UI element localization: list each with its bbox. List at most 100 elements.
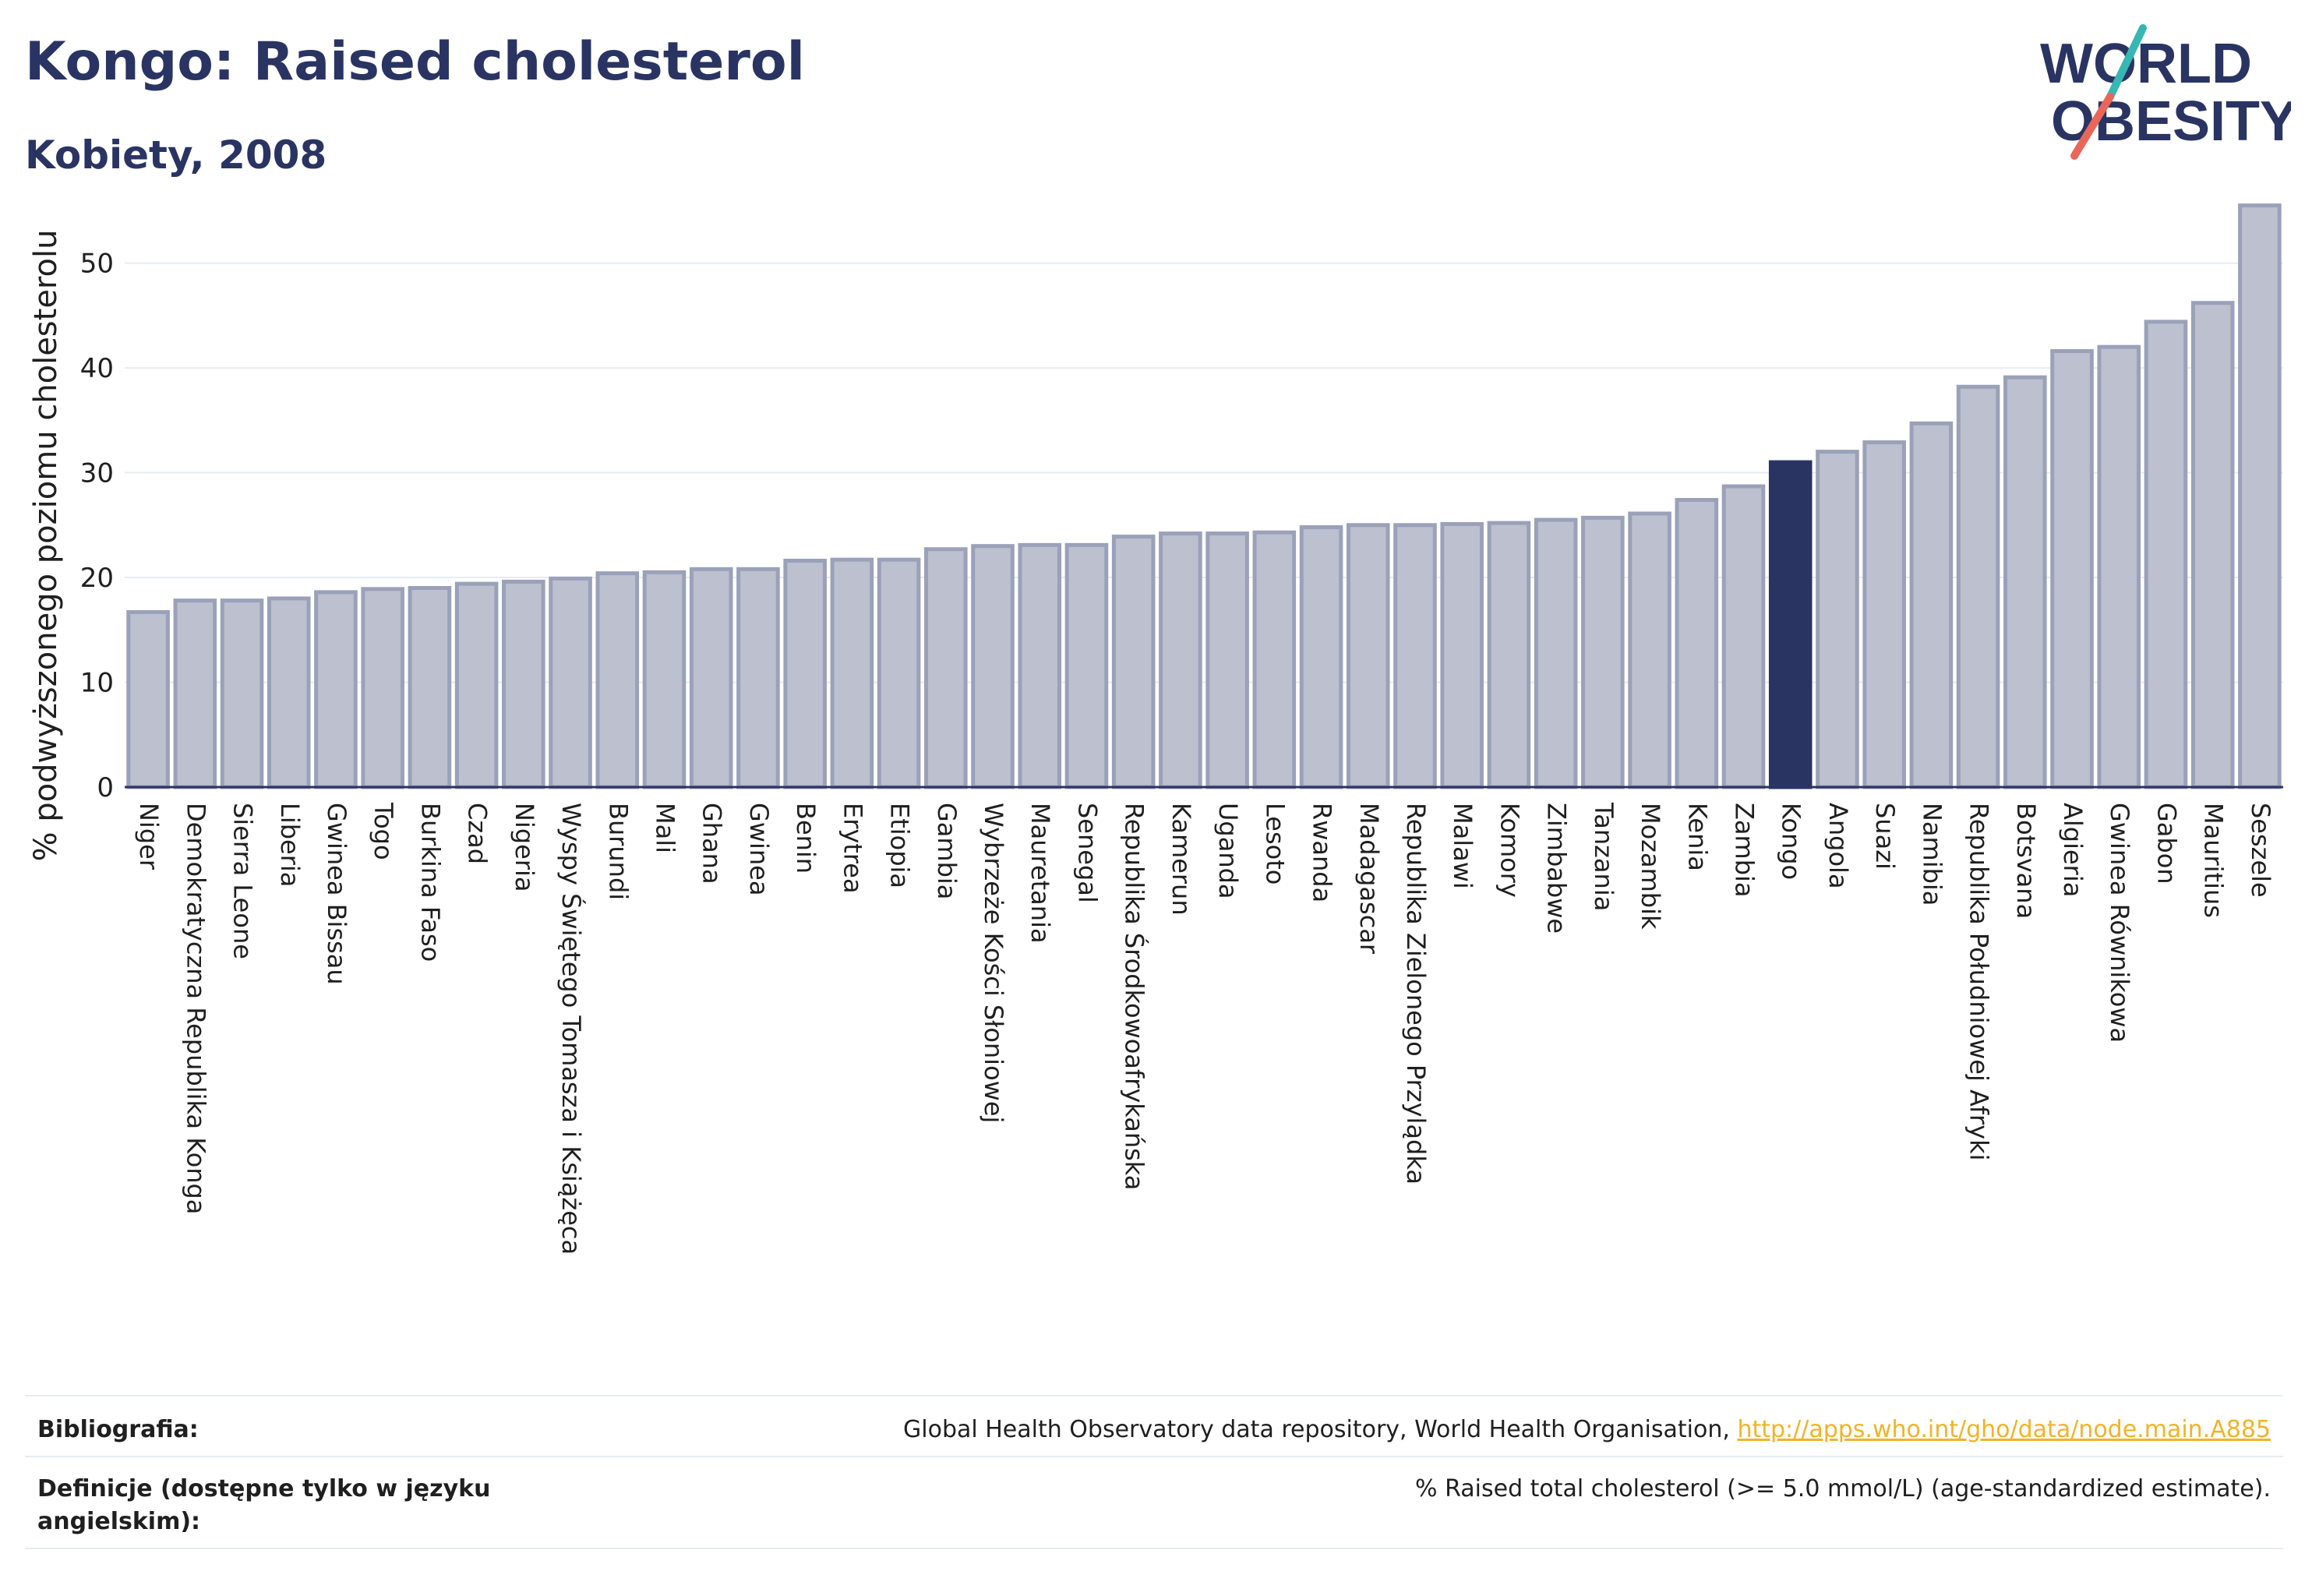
- bar-republika-zielonego-przylądka[interactable]: [1393, 523, 1437, 789]
- bar-namibia[interactable]: [1909, 421, 1954, 789]
- bar-senegal[interactable]: [1064, 542, 1109, 789]
- category-label: Benin: [791, 803, 821, 874]
- category-label: Namibia: [1917, 803, 1947, 906]
- category-label: Komory: [1495, 803, 1524, 898]
- bar-botsvana[interactable]: [2003, 375, 2047, 789]
- category-label: Sierra Leone: [228, 803, 258, 959]
- category-label: Kongo: [1777, 803, 1806, 880]
- bar-mozambik[interactable]: [1628, 511, 1671, 789]
- definitions-label: Definicje (dostępne tylko w języku angie…: [37, 1475, 491, 1535]
- y-tick-label: 50: [80, 249, 114, 280]
- category-label: Gwinea Równikowa: [2105, 803, 2134, 1043]
- bar-wyspy-świętego-tomasza-i-książęca[interactable]: [549, 576, 592, 789]
- bar-tanzania[interactable]: [1581, 515, 1625, 789]
- bar-gambia[interactable]: [924, 547, 968, 789]
- chart-subtitle: Kobiety, 2008: [25, 132, 327, 178]
- bar-niger[interactable]: [126, 609, 170, 789]
- bar-lesoto[interactable]: [1252, 530, 1297, 789]
- definitions-row: Definicje (dostępne tylko w języku angie…: [25, 1456, 2283, 1549]
- bar-mauretania[interactable]: [1018, 542, 1062, 789]
- category-label: Republika Zielonego Przylądka: [1401, 803, 1431, 1185]
- bibliography-link[interactable]: http://apps.who.int/gho/data/node.main.A…: [1737, 1416, 2271, 1443]
- bar-angola[interactable]: [1816, 450, 1859, 789]
- bibliography-text: Global Health Observatory data repositor…: [903, 1416, 1738, 1443]
- bar-gwinea-bissau[interactable]: [314, 590, 358, 789]
- bar-liberia[interactable]: [267, 596, 311, 789]
- bar-gwinea[interactable]: [736, 567, 780, 789]
- bar-sierra-leone[interactable]: [220, 598, 264, 789]
- footer-table: Bibliografia: Global Health Observatory …: [25, 1395, 2283, 1549]
- category-label: Togo: [369, 802, 398, 860]
- category-label: Botsvana: [2011, 803, 2041, 919]
- bar-czad[interactable]: [454, 581, 499, 789]
- category-label: Suazi: [1870, 803, 1900, 870]
- category-label: Algieria: [2058, 803, 2088, 897]
- bar-etiopia[interactable]: [877, 557, 921, 789]
- category-label: Republika Środkowoafrykańska: [1120, 803, 1150, 1190]
- bar-burkina-faso[interactable]: [408, 585, 452, 789]
- bar-algieria[interactable]: [2050, 349, 2094, 789]
- category-labels: Niger Demokratyczna Republika Konga Sierra…: [134, 802, 2275, 1255]
- y-axis-label: % podwyższonego poziomu cholesterolu: [28, 230, 64, 862]
- category-label: Niger: [134, 803, 164, 870]
- category-label: Kamerun: [1167, 803, 1196, 916]
- chart-title: Kongo: Raised cholesterol: [25, 31, 805, 93]
- bar-suazi[interactable]: [1862, 440, 1906, 789]
- bar-gabon[interactable]: [2144, 320, 2188, 789]
- category-label: Tanzania: [1589, 802, 1618, 911]
- bar-komory[interactable]: [1487, 521, 1531, 789]
- bar-zimbabwe[interactable]: [1534, 517, 1578, 789]
- category-label: Madagascar: [1354, 803, 1384, 955]
- category-label: Zimbabwe: [1542, 803, 1572, 934]
- bar-uganda[interactable]: [1205, 531, 1249, 789]
- bar-republika-środkowoafrykańska[interactable]: [1111, 535, 1156, 789]
- category-label: Mauritius: [2199, 803, 2229, 918]
- bar-kongo[interactable]: [1768, 460, 1813, 789]
- bar-togo[interactable]: [361, 587, 404, 789]
- category-label: Mozambik: [1636, 803, 1665, 930]
- bar-republika-południowej-afryki[interactable]: [1956, 384, 2000, 789]
- category-label: Wyspy Świętego Tomasza i Książęca: [556, 803, 587, 1255]
- bar-wybrzeże-kości-słoniowej[interactable]: [971, 544, 1015, 789]
- logo-slash-coral: [2070, 93, 2114, 160]
- category-label: Angola: [1823, 803, 1853, 889]
- category-label: Demokratyczna Republika Konga: [181, 803, 210, 1214]
- category-label: Mauretania: [1025, 803, 1055, 944]
- bar-madagascar[interactable]: [1346, 523, 1390, 789]
- bar-mali[interactable]: [642, 570, 687, 789]
- logo-line-1: WORLD: [2040, 33, 2252, 95]
- bar-malawi[interactable]: [1440, 521, 1484, 789]
- bar-gwinea-równikowa[interactable]: [2097, 344, 2141, 789]
- bar-chart: 0 10 20 30 40 50 Niger Demokratyczna Republika…: [28, 203, 2283, 1255]
- y-tick-labels: 0 10 20 30 40 50: [80, 249, 114, 803]
- bar-rwanda[interactable]: [1299, 524, 1343, 789]
- bar-benin[interactable]: [783, 559, 827, 789]
- category-label: Erytrea: [838, 803, 867, 894]
- category-label: Burundi: [603, 803, 633, 900]
- bar-nigeria[interactable]: [502, 579, 545, 789]
- bar-seszele[interactable]: [2238, 203, 2282, 789]
- category-label: Zambia: [1730, 803, 1760, 898]
- category-label: Burkina Faso: [415, 803, 445, 962]
- definitions-value: % Raised total cholesterol (>= 5.0 mmol/…: [1415, 1475, 2271, 1502]
- bibliography-value: Global Health Observatory data repositor…: [903, 1414, 2271, 1446]
- category-label: Gwinea Bissau: [322, 803, 351, 985]
- category-label: Republika Południowej Afryki: [1964, 803, 1994, 1161]
- logo-slash-teal: [2106, 24, 2147, 101]
- bibliography-label: Bibliografia:: [37, 1416, 199, 1443]
- bar-kenia[interactable]: [1675, 498, 1719, 789]
- bar-ghana[interactable]: [689, 567, 733, 789]
- bar-mauritius[interactable]: [2190, 301, 2235, 789]
- bar-erytrea[interactable]: [830, 557, 874, 789]
- category-label: Malawi: [1448, 803, 1477, 889]
- y-tick-label: 10: [80, 668, 114, 699]
- category-label: Etiopia: [885, 803, 915, 888]
- bar-burundi[interactable]: [595, 571, 640, 789]
- category-label: Lesoto: [1260, 803, 1290, 885]
- category-label: Uganda: [1213, 803, 1243, 899]
- y-tick-label: 40: [80, 353, 114, 384]
- bar-zambia[interactable]: [1721, 484, 1766, 789]
- bar-kamerun[interactable]: [1159, 531, 1202, 789]
- bar-demokratyczna-republika-konga[interactable]: [173, 598, 217, 789]
- y-tick-label: 0: [97, 772, 114, 803]
